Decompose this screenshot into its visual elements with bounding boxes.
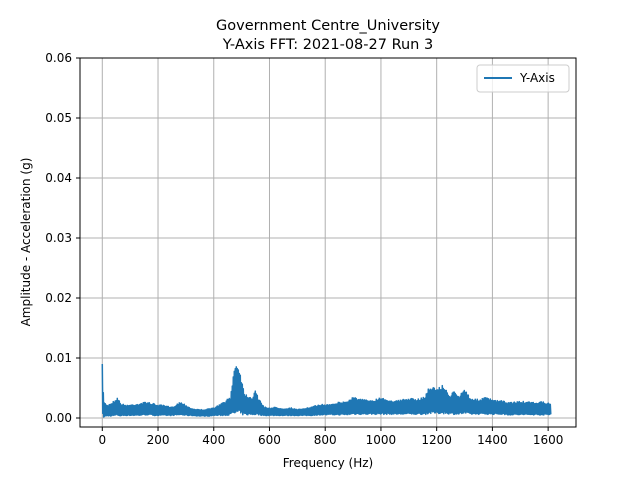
x-tick-label: 1200 — [421, 433, 452, 447]
ticks: 0 200 400 600 800 1000 1200 1400 1600 0.00 0.01 0.0… — [45, 51, 563, 447]
series-line-y-axis — [101, 363, 552, 418]
plot-frame — [79, 57, 577, 428]
x-tick-label: 1400 — [477, 433, 508, 447]
y-tick-label: 0.03 — [45, 231, 72, 245]
y-tick-label: 0.06 — [45, 51, 72, 65]
x-tick-label: 600 — [258, 433, 281, 447]
grid — [80, 57, 576, 427]
chart-subtitle: Y-Axis FFT: 2021-08-27 Run 3 — [222, 37, 433, 53]
y-tick-label: 0.05 — [45, 111, 72, 125]
legend: Y-Axis — [476, 64, 570, 93]
series-layer — [101, 363, 552, 418]
x-tick-label: 800 — [314, 433, 337, 447]
x-tick-label: 400 — [202, 433, 225, 447]
y-tick-label: 0.02 — [45, 291, 72, 305]
y-tick-label: 0.04 — [45, 171, 72, 185]
chart-title: Government Centre_University — [216, 18, 440, 34]
y-axis-label: Amplitude - Acceleration (g) — [19, 158, 33, 327]
y-tick-label: 0.01 — [45, 351, 72, 365]
x-tick-label: 1000 — [366, 433, 397, 447]
legend-box — [476, 64, 570, 93]
x-tick-label: 1600 — [533, 433, 564, 447]
legend-label-y-axis: Y-Axis — [519, 71, 555, 85]
x-axis-label: Frequency (Hz) — [283, 456, 374, 470]
x-tick-label: 200 — [147, 433, 170, 447]
y-tick-label: 0.00 — [45, 411, 72, 425]
x-tick-label: 0 — [98, 433, 106, 447]
